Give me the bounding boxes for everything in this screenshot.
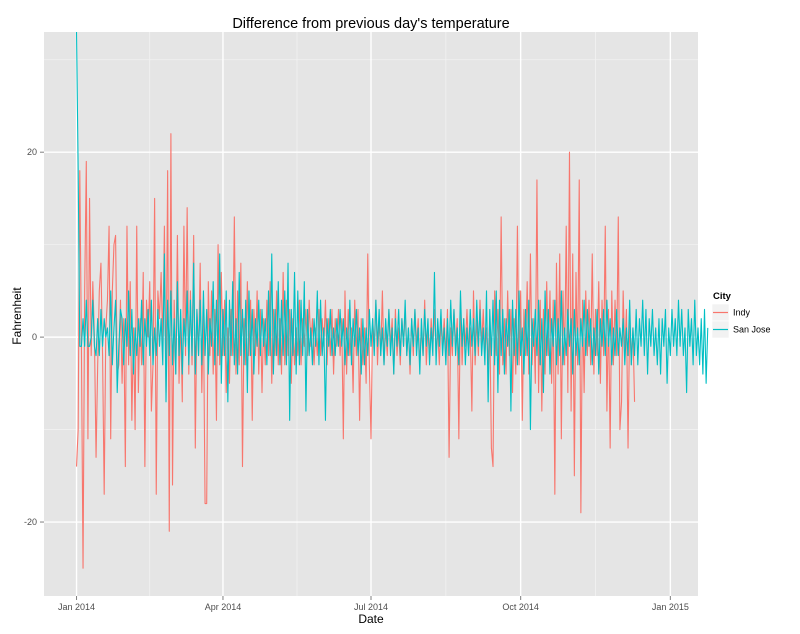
- y-axis-title: Fahrenheit: [10, 287, 24, 345]
- y-tick-label: 0: [32, 332, 37, 342]
- series-line-san-jose: [75, 31, 709, 431]
- x-axis-ticks: Jan 2014 Apr 2014 Jul 2014 Oct 2014 Jan 2015: [58, 596, 689, 612]
- y-tick-label: 20: [27, 147, 37, 157]
- x-tick-label: Jan 2014: [58, 602, 95, 612]
- y-tick-label: -20: [24, 517, 37, 527]
- x-tick-label: Jul 2014: [354, 602, 388, 612]
- legend: City Indy San Jose: [711, 291, 771, 339]
- legend-label-indy: Indy: [733, 308, 751, 318]
- x-tick-label: Jan 2015: [652, 602, 689, 612]
- legend-title: City: [713, 291, 732, 302]
- x-tick-label: Oct 2014: [502, 602, 539, 612]
- x-tick-label: Apr 2014: [205, 602, 242, 612]
- y-axis-ticks: -20 0 20: [24, 147, 44, 527]
- legend-label-san-jose: San Jose: [733, 325, 771, 335]
- chart-title: Difference from previous day's temperatu…: [232, 16, 509, 32]
- x-axis-title: Date: [358, 612, 384, 626]
- series-lines: [75, 31, 709, 569]
